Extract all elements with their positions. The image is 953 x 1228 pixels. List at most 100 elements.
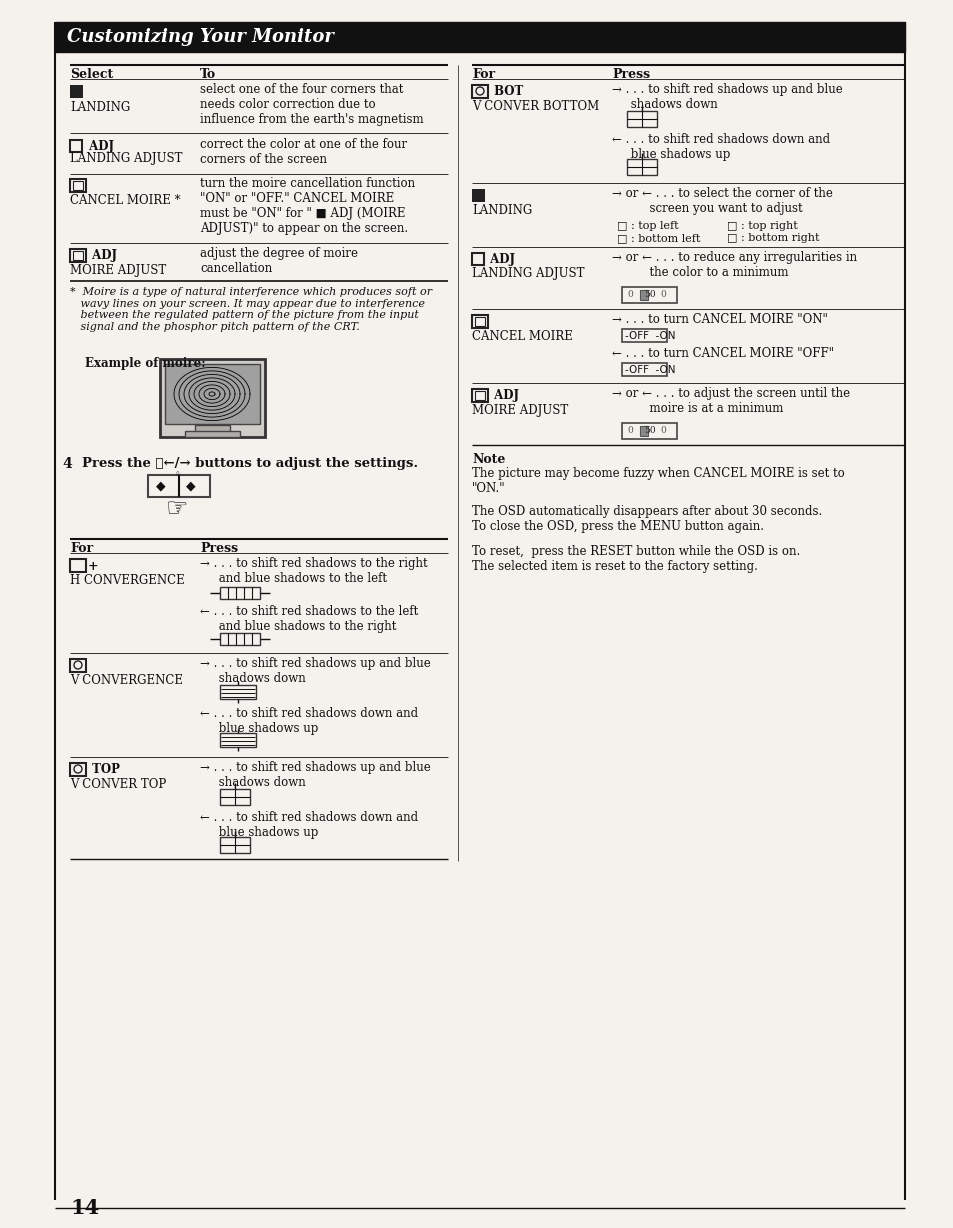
Bar	[70, 179, 86, 192]
Bar	[626, 111, 657, 126]
Text: The OSD automatically disappears after about 30 seconds.
To close the OSD, press: The OSD automatically disappears after a…	[472, 505, 821, 533]
Bar	[73, 251, 83, 260]
Text: LANDING ADJUST: LANDING ADJUST	[472, 266, 584, 280]
Text: ◆: ◆	[156, 479, 166, 492]
Text: → or ← . . . to select the corner of the
          screen you want to adjust: → or ← . . . to select the corner of the…	[612, 187, 832, 215]
Text: V CONVER BOTTOM: V CONVER BOTTOM	[472, 99, 598, 113]
Bar	[621, 329, 666, 343]
Bar	[472, 85, 488, 98]
Text: Press: Press	[612, 68, 649, 81]
Text: → or ← . . . to adjust the screen until the
          moire is at a minimum: → or ← . . . to adjust the screen until …	[612, 387, 849, 415]
Text: LANDING: LANDING	[472, 204, 532, 217]
Bar	[70, 763, 86, 776]
Text: CANCEL MOIRE *: CANCEL MOIRE *	[70, 194, 180, 208]
Text: 0: 0	[626, 290, 632, 298]
Text: Press the ①←/→ buttons to adjust the settings.: Press the ①←/→ buttons to adjust the set…	[82, 457, 417, 470]
Bar	[148, 475, 210, 497]
Bar	[639, 290, 647, 300]
Text: turn the moire cancellation function
"ON" or "OFF." CANCEL MOIRE
must be "ON" fo: turn the moire cancellation function "ON…	[200, 177, 415, 235]
Bar	[472, 316, 488, 328]
Text: ◦: ◦	[174, 469, 180, 479]
Text: LANDING ADJUST: LANDING ADJUST	[70, 152, 182, 165]
Text: Example of moire:: Example of moire:	[85, 357, 206, 370]
Text: □ : bottom right: □ : bottom right	[726, 233, 819, 243]
Text: LANDING: LANDING	[70, 101, 131, 114]
Text: V CONVERGENCE: V CONVERGENCE	[70, 674, 183, 686]
Text: ADJ: ADJ	[485, 253, 515, 266]
Bar	[475, 317, 484, 325]
Bar	[160, 359, 265, 437]
Text: 50: 50	[643, 290, 655, 298]
Bar	[165, 363, 260, 424]
Text: correct the color at one of the four
corners of the screen: correct the color at one of the four cor…	[200, 138, 407, 166]
Text: To reset,  press the RESET button while the OSD is on.
The selected item is rese: To reset, press the RESET button while t…	[472, 545, 800, 573]
Text: ADJ: ADJ	[88, 249, 117, 262]
Bar	[626, 158, 657, 176]
Text: Note: Note	[472, 453, 505, 465]
Text: ☞: ☞	[166, 497, 188, 521]
Text: ← . . . to turn CANCEL MOIRE "OFF": ← . . . to turn CANCEL MOIRE "OFF"	[612, 348, 833, 360]
Text: To: To	[200, 68, 216, 81]
Text: → or ← . . . to reduce any irregularities in
          the color to a minimum: → or ← . . . to reduce any irregularitie…	[612, 251, 856, 279]
Text: → . . . to shift red shadows up and blue
     shadows down: → . . . to shift red shadows up and blue…	[200, 761, 431, 790]
Text: For: For	[70, 542, 93, 555]
Bar	[73, 181, 83, 190]
Bar	[621, 287, 677, 303]
Text: → . . . to turn CANCEL MOIRE "ON": → . . . to turn CANCEL MOIRE "ON"	[612, 313, 827, 325]
Bar	[621, 422, 677, 438]
Bar	[639, 426, 647, 436]
Text: *  Moire is a type of natural interference which produces soft or
   wavy lines : * Moire is a type of natural interferenc…	[70, 287, 432, 332]
Text: +: +	[88, 560, 98, 573]
Bar	[70, 559, 86, 572]
Text: → . . . to shift red shadows up and blue
     shadows down: → . . . to shift red shadows up and blue…	[612, 84, 841, 111]
Text: H CONVERGENCE: H CONVERGENCE	[70, 573, 185, 587]
Text: □ : top left: □ : top left	[617, 221, 678, 231]
Text: -OFF  -ON: -OFF -ON	[624, 332, 675, 341]
Text: → . . . to shift red shadows to the right
     and blue shadows to the left: → . . . to shift red shadows to the righ…	[200, 558, 427, 585]
Text: select one of the four corners that
needs color correction due to
influence from: select one of the four corners that need…	[200, 84, 423, 126]
Text: -OFF  -ON: -OFF -ON	[624, 365, 675, 375]
Text: Customizing Your Monitor: Customizing Your Monitor	[67, 28, 334, 45]
Bar	[55, 22, 904, 52]
Text: The picture may become fuzzy when CANCEL MOIRE is set to
"ON.": The picture may become fuzzy when CANCEL…	[472, 467, 843, 495]
Text: ADJ: ADJ	[490, 389, 518, 402]
Text: ← . . . to shift red shadows down and
     blue shadows up: ← . . . to shift red shadows down and bl…	[200, 810, 417, 839]
Text: 4: 4	[62, 457, 71, 472]
Text: 14: 14	[70, 1199, 99, 1218]
Text: CANCEL MOIRE: CANCEL MOIRE	[472, 330, 572, 343]
Bar	[220, 685, 255, 699]
Text: □ : top right: □ : top right	[726, 221, 797, 231]
Text: □ : bottom left: □ : bottom left	[617, 233, 700, 243]
Bar	[220, 790, 250, 806]
Bar	[475, 391, 484, 400]
Bar	[472, 253, 483, 265]
Text: Select: Select	[70, 68, 113, 81]
Bar	[70, 249, 86, 262]
Bar	[220, 632, 260, 645]
Bar	[621, 363, 666, 376]
Text: 0: 0	[626, 426, 632, 435]
Text: 0: 0	[659, 426, 665, 435]
Text: ADJ: ADJ	[85, 140, 114, 154]
Text: adjust the degree of moire
cancellation: adjust the degree of moire cancellation	[200, 247, 357, 275]
Text: 50: 50	[643, 426, 655, 435]
Bar	[472, 389, 488, 402]
Text: → . . . to shift red shadows up and blue
     shadows down: → . . . to shift red shadows up and blue…	[200, 657, 431, 685]
Bar	[185, 431, 240, 437]
Text: ← . . . to shift red shadows down and
     blue shadows up: ← . . . to shift red shadows down and bl…	[200, 707, 417, 736]
Bar	[70, 85, 83, 98]
Text: ◆: ◆	[186, 479, 195, 492]
Bar	[220, 837, 250, 853]
Text: MOIRE ADJUST: MOIRE ADJUST	[472, 404, 568, 418]
Bar	[220, 733, 255, 747]
Text: ← . . . to shift red shadows down and
     blue shadows up: ← . . . to shift red shadows down and bl…	[612, 133, 829, 161]
Bar	[194, 425, 230, 433]
Text: 0: 0	[659, 290, 665, 298]
Text: TOP: TOP	[88, 763, 120, 776]
Bar	[70, 659, 86, 672]
Text: V CONVER TOP: V CONVER TOP	[70, 779, 166, 791]
Bar	[220, 587, 260, 599]
Bar	[472, 189, 484, 201]
Text: BOT: BOT	[490, 85, 522, 98]
Text: ← . . . to shift red shadows to the left
     and blue shadows to the right: ← . . . to shift red shadows to the left…	[200, 605, 417, 632]
